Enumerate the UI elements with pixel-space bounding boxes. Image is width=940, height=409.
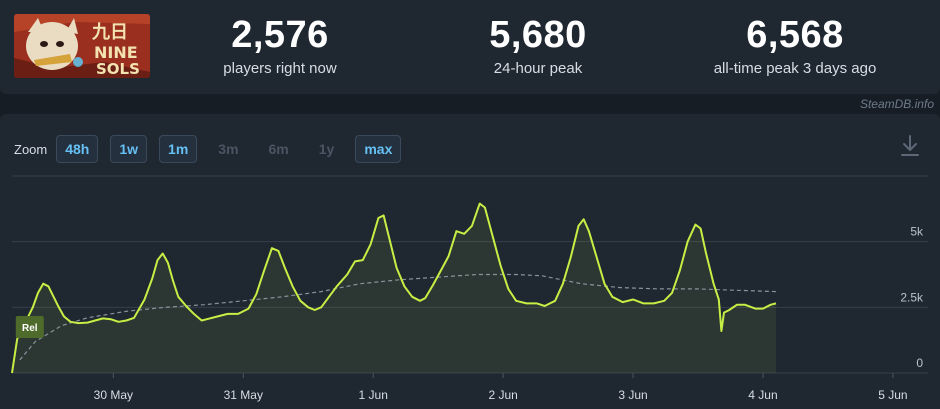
steamdb-credit[interactable]: SteamDB.info xyxy=(859,97,934,111)
stat-all-time-peak-label: all-time peak 3 days ago xyxy=(713,60,877,77)
players-area xyxy=(12,203,776,373)
x-tick-label: 5 Jun xyxy=(878,388,907,402)
zoom-button-1w[interactable]: 1w xyxy=(110,135,148,163)
zoom-controls: Zoom 48h 1w 1m 3m 6m 1y max xyxy=(14,134,413,164)
x-tick-label: 1 Jun xyxy=(359,388,388,402)
game-logo-word-sols: SOLS xyxy=(96,60,140,78)
game-logo-art: 九日 NINE SOLS xyxy=(14,14,150,78)
x-tick-label: 30 May xyxy=(94,388,133,402)
y-tick-label: 5k xyxy=(910,225,924,239)
stat-current-players-value: 2,576 xyxy=(231,14,329,56)
game-logo[interactable]: 九日 NINE SOLS xyxy=(14,14,150,78)
stat-all-time-peak-value: 6,568 xyxy=(746,14,844,56)
zoom-button-1m[interactable]: 1m xyxy=(159,135,198,163)
release-marker xyxy=(15,316,44,338)
stat-current-players-label: players right now xyxy=(223,60,337,77)
x-tick-label: 31 May xyxy=(224,388,263,402)
stat-24h-peak: 5,680 24-hour peak xyxy=(454,14,622,77)
x-tick-label: 2 Jun xyxy=(488,388,517,402)
download-icon[interactable] xyxy=(900,134,920,158)
stat-all-time-peak: 6,568 all-time peak 3 days ago xyxy=(695,14,895,77)
game-logo-cjk: 九日 xyxy=(91,22,128,43)
stat-current-players: 2,576 players right now xyxy=(196,14,364,77)
zoom-button-48h[interactable]: 48h xyxy=(56,135,99,163)
x-tick-label: 3 Jun xyxy=(618,388,647,402)
zoom-button-max[interactable]: max xyxy=(355,135,402,163)
zoom-label: Zoom xyxy=(14,141,48,157)
zoom-button-6m: 6m xyxy=(268,141,289,157)
chart-card: Zoom 48h 1w 1m 3m 6m 1y max 0 2.5k 5k 30 Ma… xyxy=(0,114,940,409)
x-tick-label: 4 Jun xyxy=(748,388,777,402)
zoom-button-1y: 1y xyxy=(318,141,335,157)
stats-header: 九日 NINE SOLS 2,576 players right now 5,6… xyxy=(0,0,940,94)
average-line xyxy=(19,273,777,361)
y-tick-label: 2.5k xyxy=(900,290,924,304)
stat-24h-peak-value: 5,680 xyxy=(489,14,587,56)
release-marker-label: Rel xyxy=(22,323,38,334)
stat-24h-peak-label: 24-hour peak xyxy=(493,60,583,77)
zoom-button-3m: 3m xyxy=(218,141,239,157)
y-tick-label: 0 xyxy=(916,356,923,370)
player-count-chart[interactable]: 0 2.5k 5k 30 May 31 May 1 Jun 2 Jun 3 Jun 4 Jun 5… xyxy=(0,114,940,409)
game-logo-word-nine: NINE xyxy=(94,43,138,62)
players-line xyxy=(11,202,777,374)
